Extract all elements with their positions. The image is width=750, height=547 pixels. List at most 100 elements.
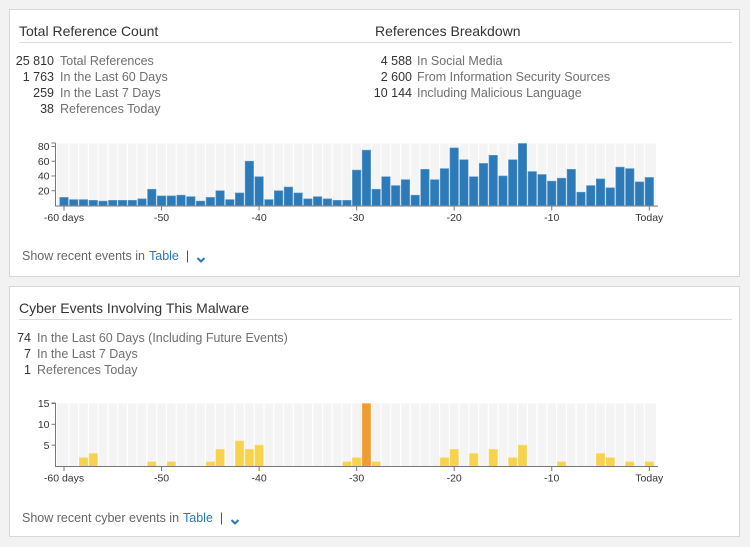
bar[interactable] bbox=[352, 169, 362, 206]
bar[interactable] bbox=[166, 461, 176, 467]
bar[interactable] bbox=[586, 185, 596, 206]
bar[interactable] bbox=[517, 143, 528, 206]
bar[interactable] bbox=[303, 198, 313, 206]
bar[interactable] bbox=[576, 191, 586, 206]
bar[interactable] bbox=[605, 187, 615, 206]
bar[interactable] bbox=[186, 196, 196, 206]
bar[interactable] bbox=[78, 199, 89, 206]
bar[interactable] bbox=[439, 457, 449, 467]
x-tick-label: Today bbox=[635, 212, 664, 224]
bar[interactable] bbox=[371, 188, 381, 206]
bar[interactable] bbox=[556, 177, 567, 206]
bar[interactable] bbox=[625, 168, 635, 206]
bar[interactable] bbox=[196, 200, 206, 206]
bar[interactable] bbox=[400, 179, 410, 206]
bar[interactable] bbox=[78, 457, 89, 467]
bar[interactable] bbox=[449, 147, 459, 206]
bar[interactable] bbox=[469, 176, 479, 206]
bar[interactable] bbox=[537, 174, 547, 206]
bar[interactable] bbox=[342, 461, 352, 467]
bar[interactable] bbox=[615, 166, 625, 206]
bar[interactable] bbox=[235, 440, 245, 467]
bar[interactable] bbox=[283, 186, 293, 206]
bar[interactable] bbox=[137, 198, 147, 206]
y-tick-label: 80 bbox=[38, 141, 50, 153]
bar[interactable] bbox=[439, 168, 449, 206]
bar[interactable] bbox=[313, 196, 323, 206]
chevron-down-icon[interactable] bbox=[230, 514, 240, 525]
bar[interactable] bbox=[361, 403, 371, 467]
bar[interactable] bbox=[108, 200, 118, 206]
table-view-link[interactable]: Table bbox=[183, 511, 213, 525]
bar[interactable] bbox=[517, 444, 528, 467]
bar[interactable] bbox=[391, 185, 401, 206]
bar[interactable] bbox=[361, 149, 371, 206]
bar[interactable] bbox=[508, 457, 518, 467]
bar[interactable] bbox=[215, 449, 225, 467]
bar[interactable] bbox=[225, 199, 235, 206]
stat-value: 7 bbox=[24, 347, 31, 361]
bar[interactable] bbox=[410, 194, 420, 206]
bar[interactable] bbox=[244, 449, 254, 467]
y-tick-label: 60 bbox=[38, 156, 50, 168]
bar[interactable] bbox=[322, 198, 332, 206]
bar[interactable] bbox=[127, 200, 137, 206]
bar[interactable] bbox=[527, 171, 537, 206]
bar[interactable] bbox=[449, 449, 459, 467]
separator: | bbox=[185, 249, 190, 263]
bar[interactable] bbox=[547, 180, 557, 206]
stat-label: References Today bbox=[60, 102, 161, 116]
table-view-link[interactable]: Table bbox=[149, 249, 179, 263]
bar[interactable] bbox=[566, 169, 576, 206]
stat-value: 74 bbox=[17, 331, 31, 345]
chevron-down-icon[interactable] bbox=[196, 252, 206, 263]
bar[interactable] bbox=[644, 177, 654, 206]
bar[interactable] bbox=[293, 192, 303, 206]
bar[interactable] bbox=[98, 200, 108, 206]
bar[interactable] bbox=[605, 457, 615, 467]
x-tick-label: -40 bbox=[252, 473, 267, 485]
bar[interactable] bbox=[274, 190, 284, 206]
bar[interactable] bbox=[69, 199, 79, 206]
bar[interactable] bbox=[332, 200, 342, 206]
bar[interactable] bbox=[644, 461, 654, 467]
bar[interactable] bbox=[254, 444, 264, 467]
bar[interactable] bbox=[625, 461, 635, 467]
bar[interactable] bbox=[117, 200, 128, 206]
bar[interactable] bbox=[478, 163, 489, 206]
bar[interactable] bbox=[352, 457, 362, 467]
bar[interactable] bbox=[147, 461, 157, 467]
bar[interactable] bbox=[235, 192, 245, 206]
bar[interactable] bbox=[88, 453, 98, 467]
bar[interactable] bbox=[205, 197, 215, 206]
bar[interactable] bbox=[556, 461, 567, 467]
bar[interactable] bbox=[147, 188, 157, 206]
bar[interactable] bbox=[254, 176, 264, 206]
bar[interactable] bbox=[420, 169, 430, 206]
bar[interactable] bbox=[244, 160, 254, 206]
bar[interactable] bbox=[634, 181, 645, 206]
bar[interactable] bbox=[264, 199, 274, 206]
bar[interactable] bbox=[381, 176, 391, 206]
bar[interactable] bbox=[88, 200, 98, 206]
bar[interactable] bbox=[157, 195, 167, 206]
bar[interactable] bbox=[595, 453, 606, 467]
bar[interactable] bbox=[430, 179, 440, 206]
bar[interactable] bbox=[595, 178, 606, 206]
bar[interactable] bbox=[488, 155, 498, 206]
cyber-events-footer: Show recent cyber events in Table | bbox=[22, 510, 240, 526]
bar[interactable] bbox=[59, 197, 69, 206]
bar[interactable] bbox=[508, 159, 518, 206]
bar[interactable] bbox=[469, 453, 479, 467]
bar[interactable] bbox=[176, 194, 186, 206]
bar[interactable] bbox=[498, 175, 508, 206]
bar[interactable] bbox=[215, 190, 225, 206]
bar[interactable] bbox=[205, 461, 215, 467]
bar[interactable] bbox=[342, 200, 352, 206]
x-tick-label: Today bbox=[635, 473, 664, 485]
bar[interactable] bbox=[166, 195, 176, 206]
bar[interactable] bbox=[459, 159, 469, 206]
y-tick-label: 40 bbox=[38, 171, 50, 183]
bar[interactable] bbox=[488, 449, 498, 467]
bar[interactable] bbox=[371, 461, 381, 467]
